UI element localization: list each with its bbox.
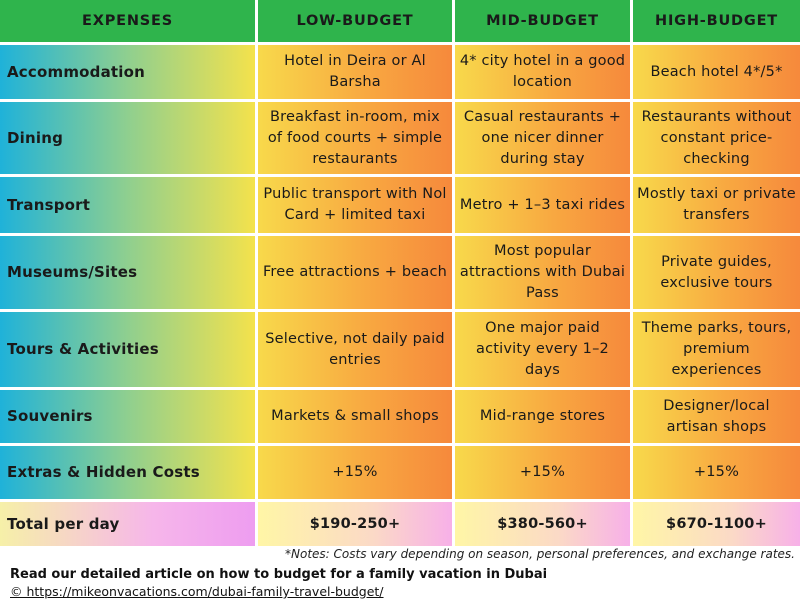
cell-value: Free attractions + beach xyxy=(258,236,452,309)
cell-value: $380-560+ xyxy=(455,502,630,546)
cell-value: Public transport with Nol Card + limited… xyxy=(258,177,452,233)
cell-value: Selective, not daily paid entries xyxy=(258,312,452,387)
cell-value: Theme parks, tours, premium experiences xyxy=(633,312,800,387)
cell-value: Most popular attractions with Dubai Pass xyxy=(455,236,630,309)
cell-value: Mostly taxi or private transfers xyxy=(633,177,800,233)
notes: *Notes: Costs vary depending on season, … xyxy=(285,547,795,561)
cell-value: Mid-range stores xyxy=(455,390,630,443)
cell-value: Casual restaurants + one nicer dinner du… xyxy=(455,102,630,174)
cell-value: Markets & small shops xyxy=(258,390,452,443)
cell-value: +15% xyxy=(455,446,630,499)
cell-value: Breakfast in-room, mix of food courts + … xyxy=(258,102,452,174)
cell-value: Beach hotel 4*/5* xyxy=(633,45,800,99)
cell-value: Private guides, exclusive tours xyxy=(633,236,800,309)
cell-value: 4* city hotel in a good location xyxy=(455,45,630,99)
cell-value: One major paid activity every 1–2 days xyxy=(455,312,630,387)
header-cell: MID-BUDGET xyxy=(455,0,630,42)
cell-value: Hotel in Deira or Al Barsha xyxy=(258,45,452,99)
header-cell: HIGH-BUDGET xyxy=(633,0,800,42)
row-label: Accommodation xyxy=(0,45,255,99)
cell-value: Restaurants without constant price-check… xyxy=(633,102,800,174)
row-label: Souvenirs xyxy=(0,390,255,443)
article-text: Read our detailed article on how to budg… xyxy=(10,567,548,582)
cell-value: Designer/local artisan shops xyxy=(633,390,800,443)
row-label: Dining xyxy=(0,102,255,174)
row-label: Museums/Sites xyxy=(0,236,255,309)
row-label: Extras & Hidden Costs xyxy=(0,446,255,499)
cell-value: $670-1100+ xyxy=(633,502,800,546)
cell-value: $190-250+ xyxy=(258,502,452,546)
row-label: Total per day xyxy=(0,502,255,546)
cell-value: +15% xyxy=(258,446,452,499)
article-link[interactable]: © https://mikeonvacations.com/dubai-fami… xyxy=(10,584,384,599)
cell-value: Metro + 1–3 taxi rides xyxy=(455,177,630,233)
row-label: Transport xyxy=(0,177,255,233)
row-label: Tours & Activities xyxy=(0,312,255,387)
header-cell: LOW-BUDGET xyxy=(258,0,452,42)
header-cell: EXPENSES xyxy=(0,0,255,42)
cell-value: +15% xyxy=(633,446,800,499)
